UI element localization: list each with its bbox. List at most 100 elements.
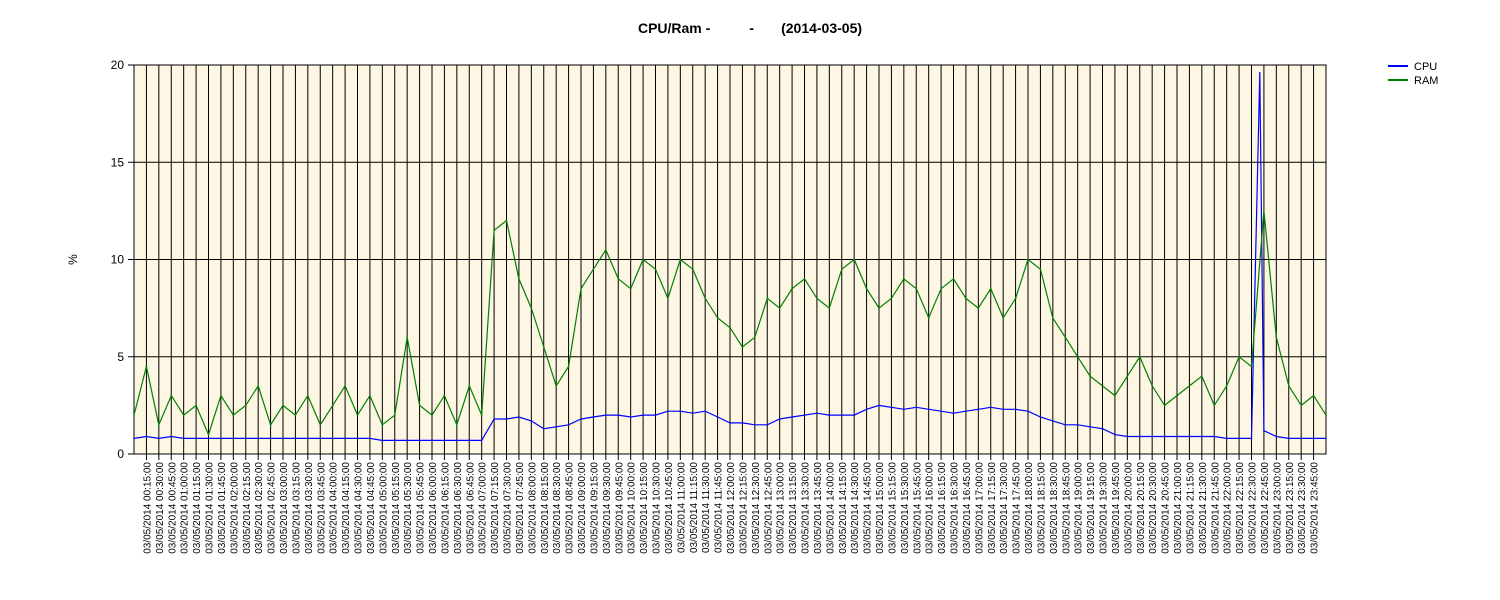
x-tick-label: 03/05/2014 18:45:00	[1061, 462, 1072, 554]
x-tick-label: 03/05/2014 02:15:00	[242, 462, 253, 554]
data-point-ram	[245, 404, 247, 407]
data-point-ram	[1250, 365, 1253, 368]
data-point-cpu	[952, 412, 955, 415]
data-point-ram	[878, 307, 880, 309]
data-point-cpu	[269, 437, 272, 440]
data-point-cpu	[418, 439, 421, 442]
x-tick-label: 03/05/2014 22:00:00	[1223, 462, 1234, 554]
data-point-cpu	[605, 414, 607, 416]
data-point-cpu	[1089, 426, 1091, 428]
data-point-cpu	[915, 406, 918, 409]
x-tick-label: 03/05/2014 22:15:00	[1235, 462, 1246, 554]
data-point-ram	[543, 346, 545, 348]
x-tick-label: 03/05/2014 03:15:00	[291, 462, 302, 554]
x-tick-label: 03/05/2014 07:15:00	[490, 462, 501, 554]
data-point-ram	[1312, 394, 1315, 397]
x-tick-label: 03/05/2014 18:15:00	[1036, 462, 1047, 554]
data-point-ram	[1114, 394, 1116, 397]
data-point-ram	[704, 297, 706, 300]
x-tick-label: 03/05/2014 19:00:00	[1074, 462, 1085, 554]
data-point-ram	[654, 268, 657, 271]
x-tick-label: 03/05/2014 03:00:00	[279, 462, 290, 554]
data-point-cpu	[617, 414, 620, 416]
data-point-ram	[145, 365, 148, 368]
data-point-ram	[468, 385, 471, 387]
series-ram	[133, 210, 1327, 437]
data-point-ram	[841, 268, 843, 271]
x-tick-label: 03/05/2014 00:30:00	[155, 462, 166, 554]
data-point-ram	[778, 307, 781, 309]
series-cpu	[133, 72, 1327, 442]
data-point-ram	[1039, 268, 1042, 271]
y-tick-label: 10	[111, 253, 125, 267]
data-point-cpu	[294, 437, 297, 440]
x-tick-label: 03/05/2014 23:45:00	[1310, 462, 1321, 554]
data-point-cpu	[778, 418, 781, 420]
data-point-ram	[344, 385, 346, 387]
x-tick-label: 03/05/2014 19:15:00	[1086, 462, 1097, 554]
data-point-ram	[195, 404, 197, 407]
data-point-ram	[493, 229, 495, 232]
x-tick-label: 03/05/2014 17:45:00	[1012, 462, 1023, 554]
data-point-cpu	[195, 437, 197, 440]
x-tick-label: 03/05/2014 19:45:00	[1111, 462, 1122, 554]
data-point-ram	[580, 287, 582, 290]
data-point-cpu	[1039, 416, 1042, 418]
y-tick-label: 20	[111, 58, 125, 72]
data-point-cpu	[679, 410, 682, 413]
data-point-cpu	[555, 426, 557, 428]
data-point-ram	[170, 394, 173, 397]
data-point-ram	[791, 287, 793, 290]
x-tick-label: 03/05/2014 22:45:00	[1260, 462, 1271, 554]
data-point-ram	[443, 394, 446, 397]
x-tick-label: 03/05/2014 12:45:00	[763, 462, 774, 554]
data-point-cpu	[220, 437, 222, 440]
x-tick-label: 03/05/2014 01:30:00	[205, 462, 216, 554]
data-point-cpu	[133, 437, 135, 440]
x-tick-label: 03/05/2014 06:15:00	[440, 462, 451, 554]
x-tick-label: 03/05/2014 18:00:00	[1024, 462, 1035, 554]
data-point-cpu	[580, 418, 582, 420]
data-point-ram	[220, 394, 222, 397]
data-point-cpu	[1027, 410, 1029, 413]
data-point-cpu	[158, 437, 160, 440]
data-point-ram	[232, 414, 235, 416]
x-tick-label: 03/05/2014 11:00:00	[676, 462, 687, 553]
data-point-ram	[853, 258, 855, 261]
data-point-ram	[418, 404, 421, 407]
data-point-cpu	[369, 437, 371, 440]
x-tick-label: 03/05/2014 11:30:00	[701, 462, 712, 553]
data-point-cpu	[754, 424, 756, 426]
data-point-cpu	[232, 437, 235, 440]
data-point-ram	[381, 424, 384, 426]
data-point-ram	[1325, 414, 1327, 416]
data-point-ram	[617, 278, 620, 280]
data-point-cpu	[927, 408, 930, 411]
series-line-cpu	[133, 72, 1326, 441]
data-point-ram	[480, 414, 483, 416]
legend-label-cpu: CPU	[1414, 61, 1437, 73]
x-tick-label: 03/05/2014 11:15:00	[689, 462, 700, 553]
x-tick-label: 03/05/2014 06:00:00	[428, 462, 439, 554]
y-tick-label: 15	[111, 155, 125, 169]
x-tick-label: 03/05/2014 08:30:00	[552, 462, 563, 554]
data-point-ram	[1052, 317, 1054, 319]
data-point-ram	[1064, 336, 1067, 339]
data-point-cpu	[592, 416, 595, 418]
data-point-cpu	[182, 437, 185, 440]
x-tick-label: 03/05/2014 01:45:00	[217, 462, 228, 554]
x-tick-label: 03/05/2014 03:45:00	[316, 462, 327, 554]
data-point-ram	[319, 424, 322, 426]
data-point-cpu	[207, 437, 210, 440]
data-point-cpu	[977, 408, 980, 411]
x-tick-label: 03/05/2014 10:30:00	[652, 462, 663, 554]
data-point-ram	[294, 414, 297, 416]
data-point-ram	[567, 365, 570, 368]
data-point-cpu	[145, 435, 148, 438]
data-point-ram	[356, 414, 359, 416]
data-point-ram	[1126, 375, 1129, 378]
x-tick-label: 03/05/2014 17:30:00	[999, 462, 1010, 554]
data-point-ram	[207, 433, 210, 436]
x-tick-label: 03/05/2014 09:45:00	[614, 462, 625, 554]
data-point-ram	[394, 414, 396, 416]
